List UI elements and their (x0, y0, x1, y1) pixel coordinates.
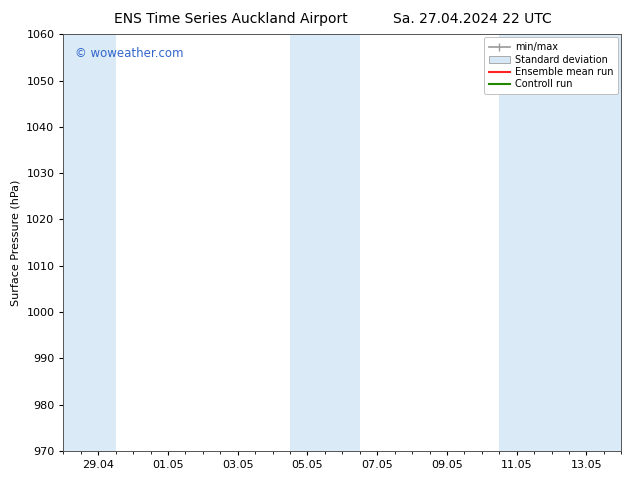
Bar (500, 34, 621, 451)
Text: Sa. 27.04.2024 22 UTC: Sa. 27.04.2024 22 UTC (393, 12, 552, 26)
Bar (63, 34, 115, 451)
Y-axis label: Surface Pressure (hPa): Surface Pressure (hPa) (11, 179, 21, 306)
Text: © woweather.com: © woweather.com (75, 47, 183, 60)
Legend: min/max, Standard deviation, Ensemble mean run, Controll run: min/max, Standard deviation, Ensemble me… (484, 37, 618, 94)
Text: ENS Time Series Auckland Airport: ENS Time Series Auckland Airport (114, 12, 348, 26)
Bar (290, 34, 359, 451)
